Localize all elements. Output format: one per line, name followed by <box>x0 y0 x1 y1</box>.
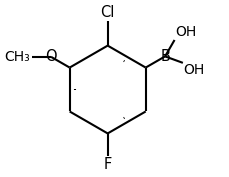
Text: CH₃: CH₃ <box>5 50 30 64</box>
Text: OH: OH <box>175 25 196 39</box>
Text: B: B <box>159 49 169 64</box>
Text: OH: OH <box>183 63 204 77</box>
Text: F: F <box>103 157 111 172</box>
Text: Cl: Cl <box>100 5 114 20</box>
Text: O: O <box>45 49 57 64</box>
